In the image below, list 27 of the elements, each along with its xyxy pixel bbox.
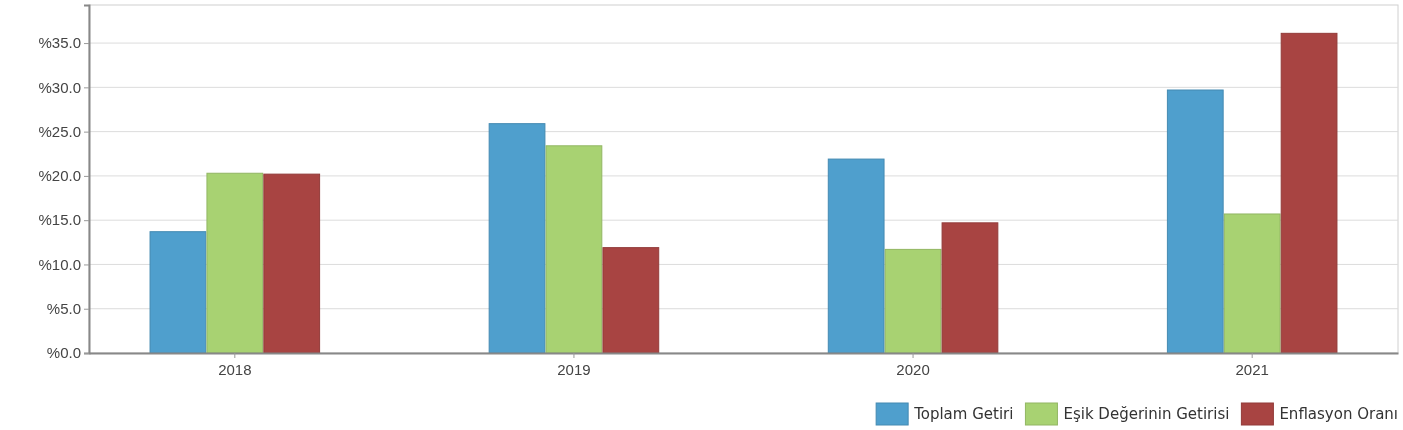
bar — [206, 172, 264, 354]
x-tick-label: 2019 — [557, 360, 591, 378]
y-tick-label: %20.0 — [38, 167, 81, 185]
bar — [149, 231, 207, 354]
bar — [1166, 89, 1224, 354]
y-tick-label: %30.0 — [38, 78, 81, 96]
x-tick-label: 2018 — [218, 360, 252, 378]
bar — [602, 247, 660, 354]
bar — [488, 123, 546, 354]
legend-label: Enflasyon Oranı — [1279, 405, 1398, 424]
bar — [1280, 32, 1338, 354]
x-tick-label: 2020 — [896, 360, 930, 378]
y-tick-label: %35.0 — [38, 34, 81, 52]
legend-label: Toplam Getiri — [913, 405, 1014, 424]
x-tick-label: 2021 — [1235, 360, 1269, 378]
y-tick-label: %5.0 — [46, 300, 81, 318]
y-tick-label: %25.0 — [38, 122, 81, 140]
y-tick-label: %15.0 — [38, 211, 81, 229]
bar — [884, 248, 942, 354]
y-tick-label: %0.0 — [46, 344, 81, 362]
legend-label: Eşik Değerinin Getirisi — [1063, 405, 1230, 424]
bar — [1223, 213, 1281, 354]
y-tick-label: %10.0 — [38, 255, 81, 273]
bar — [263, 173, 321, 354]
bar — [941, 222, 999, 354]
bar — [827, 158, 885, 354]
bar — [545, 145, 603, 354]
